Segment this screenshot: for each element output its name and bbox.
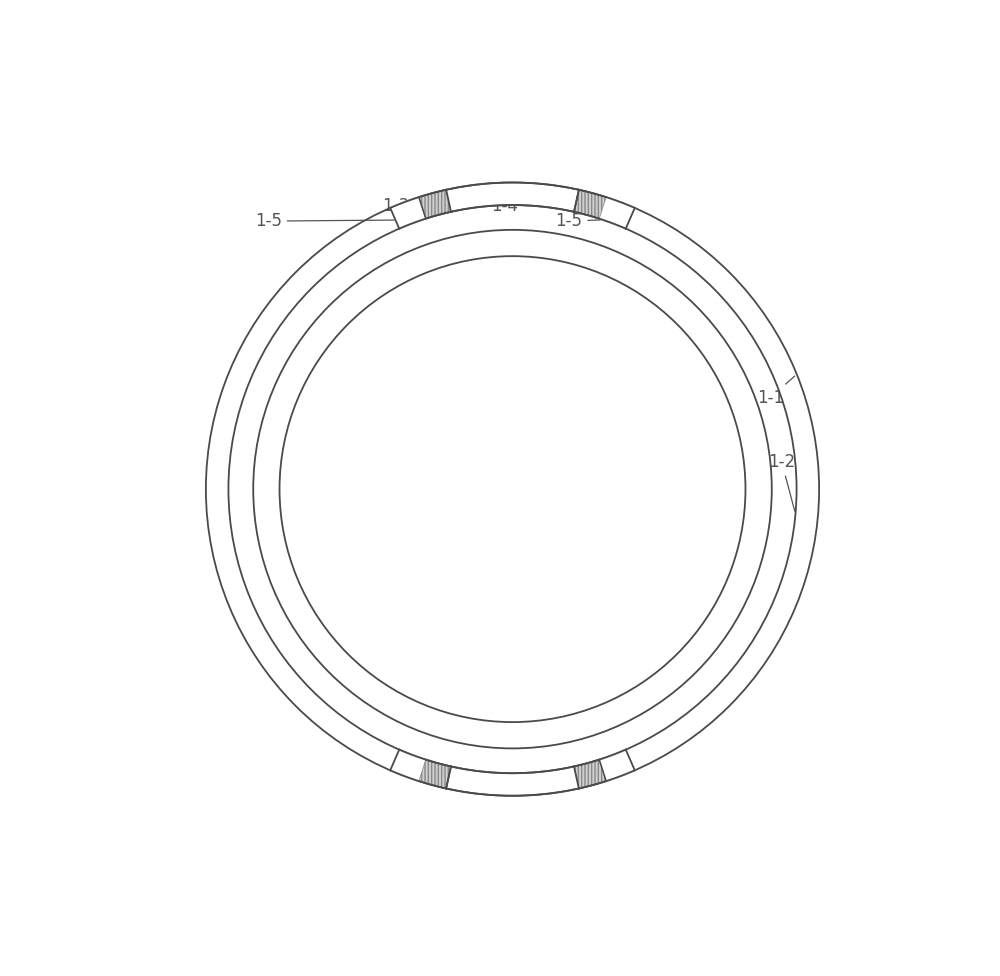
- Polygon shape: [446, 183, 579, 212]
- Polygon shape: [574, 189, 606, 219]
- Text: 1-1: 1-1: [757, 376, 795, 407]
- Text: 1-4: 1-4: [491, 184, 526, 215]
- Polygon shape: [419, 759, 451, 789]
- Polygon shape: [446, 766, 579, 795]
- Text: 1-3: 1-3: [382, 197, 493, 215]
- Polygon shape: [419, 189, 451, 219]
- Text: 1-5: 1-5: [555, 212, 600, 230]
- Polygon shape: [574, 189, 635, 228]
- Text: 1-5: 1-5: [255, 212, 419, 230]
- Polygon shape: [390, 189, 451, 228]
- Text: 1-2: 1-2: [768, 453, 795, 511]
- Polygon shape: [574, 759, 606, 789]
- Polygon shape: [390, 750, 451, 789]
- Polygon shape: [574, 750, 635, 789]
